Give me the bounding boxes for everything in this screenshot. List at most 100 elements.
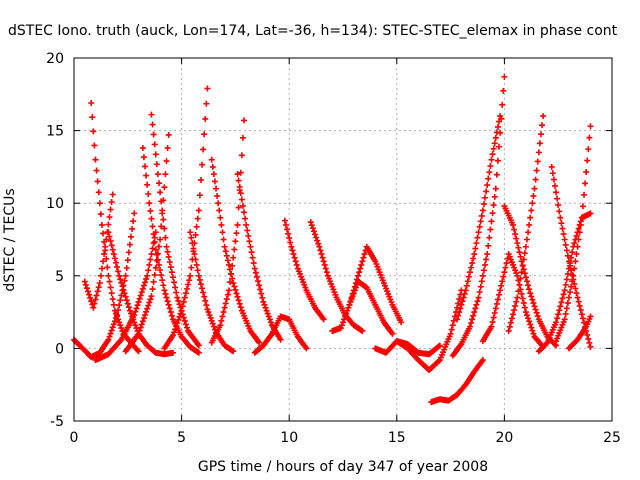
data-point bbox=[220, 309, 227, 316]
data-point bbox=[145, 302, 152, 309]
data-point bbox=[469, 260, 476, 267]
data-point bbox=[148, 111, 155, 118]
data-point bbox=[264, 310, 271, 317]
data-point bbox=[206, 312, 213, 319]
data-point bbox=[231, 246, 238, 253]
data-point bbox=[214, 192, 221, 199]
data-point bbox=[106, 278, 113, 285]
data-point bbox=[162, 290, 169, 297]
data-point bbox=[470, 255, 477, 262]
data-point bbox=[519, 262, 526, 269]
data-point bbox=[341, 316, 348, 323]
data-point bbox=[479, 207, 486, 214]
data-point bbox=[187, 229, 194, 236]
data-point bbox=[106, 233, 113, 240]
data-point bbox=[520, 300, 527, 307]
data-point bbox=[489, 151, 496, 158]
data-point bbox=[556, 307, 563, 314]
data-point bbox=[147, 207, 154, 214]
data-point bbox=[114, 264, 121, 271]
data-point bbox=[586, 339, 593, 346]
data-point bbox=[144, 181, 151, 188]
data-point bbox=[233, 290, 240, 297]
data-point bbox=[231, 283, 238, 290]
data-point bbox=[355, 272, 362, 279]
data-point bbox=[157, 236, 164, 243]
x-tick-label: 10 bbox=[280, 430, 298, 446]
data-point bbox=[468, 264, 475, 271]
data-point bbox=[248, 249, 255, 256]
data-point bbox=[181, 317, 188, 324]
data-point bbox=[122, 272, 129, 279]
data-point bbox=[152, 151, 159, 158]
data-point bbox=[476, 289, 483, 296]
data-point bbox=[485, 242, 492, 249]
data-point bbox=[582, 180, 589, 187]
data-point bbox=[107, 284, 114, 291]
data-point bbox=[312, 231, 319, 238]
data-point bbox=[201, 131, 208, 138]
data-point bbox=[527, 290, 534, 297]
data-point bbox=[89, 114, 96, 121]
data-point bbox=[308, 222, 315, 229]
data-point bbox=[219, 229, 226, 236]
data-point bbox=[163, 158, 170, 165]
data-point bbox=[583, 168, 590, 175]
data-point bbox=[106, 333, 113, 340]
y-tick-label: 20 bbox=[46, 51, 64, 67]
data-point bbox=[238, 152, 245, 159]
data-point bbox=[564, 270, 571, 277]
data-point bbox=[486, 234, 493, 241]
data-point bbox=[315, 240, 322, 247]
data-point bbox=[86, 291, 93, 298]
data-point bbox=[148, 215, 155, 222]
data-point bbox=[115, 268, 122, 275]
data-point bbox=[92, 156, 99, 163]
data-point bbox=[108, 290, 115, 297]
data-point bbox=[211, 178, 218, 185]
data-point bbox=[474, 298, 481, 305]
data-point bbox=[323, 269, 330, 276]
data-point bbox=[530, 300, 537, 307]
y-tick-label: -5 bbox=[50, 414, 64, 430]
data-point bbox=[569, 278, 576, 285]
data-point bbox=[286, 235, 293, 242]
data-point bbox=[153, 251, 160, 258]
data-point bbox=[525, 282, 532, 289]
data-point bbox=[579, 315, 586, 322]
data-point bbox=[144, 305, 151, 312]
data-point bbox=[502, 264, 509, 271]
data-point bbox=[489, 210, 496, 217]
data-point bbox=[178, 307, 185, 314]
data-point bbox=[145, 191, 152, 198]
data-point bbox=[463, 282, 470, 289]
data-point bbox=[139, 285, 146, 292]
data-point bbox=[556, 208, 563, 215]
data-point bbox=[575, 236, 582, 243]
plot-frame bbox=[73, 57, 613, 422]
data-point bbox=[195, 342, 202, 349]
data-point bbox=[529, 327, 536, 334]
data-point bbox=[291, 254, 298, 261]
data-point bbox=[156, 261, 163, 268]
data-point bbox=[317, 247, 324, 254]
data-point bbox=[203, 302, 210, 309]
data-point bbox=[188, 234, 195, 241]
data-point bbox=[88, 100, 95, 107]
data-point bbox=[111, 255, 118, 262]
data-point bbox=[517, 275, 524, 282]
data-point bbox=[168, 269, 175, 276]
data-point bbox=[488, 218, 495, 225]
data-point bbox=[173, 323, 180, 330]
data-point bbox=[186, 277, 193, 284]
data-point bbox=[121, 290, 128, 297]
data-point bbox=[543, 340, 550, 347]
data-point bbox=[87, 294, 94, 301]
data-point bbox=[493, 300, 500, 307]
data-point bbox=[150, 278, 157, 285]
data-point bbox=[345, 304, 352, 311]
series-13 bbox=[234, 171, 284, 343]
data-point bbox=[526, 318, 533, 325]
data-point bbox=[172, 326, 179, 333]
series-2 bbox=[88, 100, 142, 355]
